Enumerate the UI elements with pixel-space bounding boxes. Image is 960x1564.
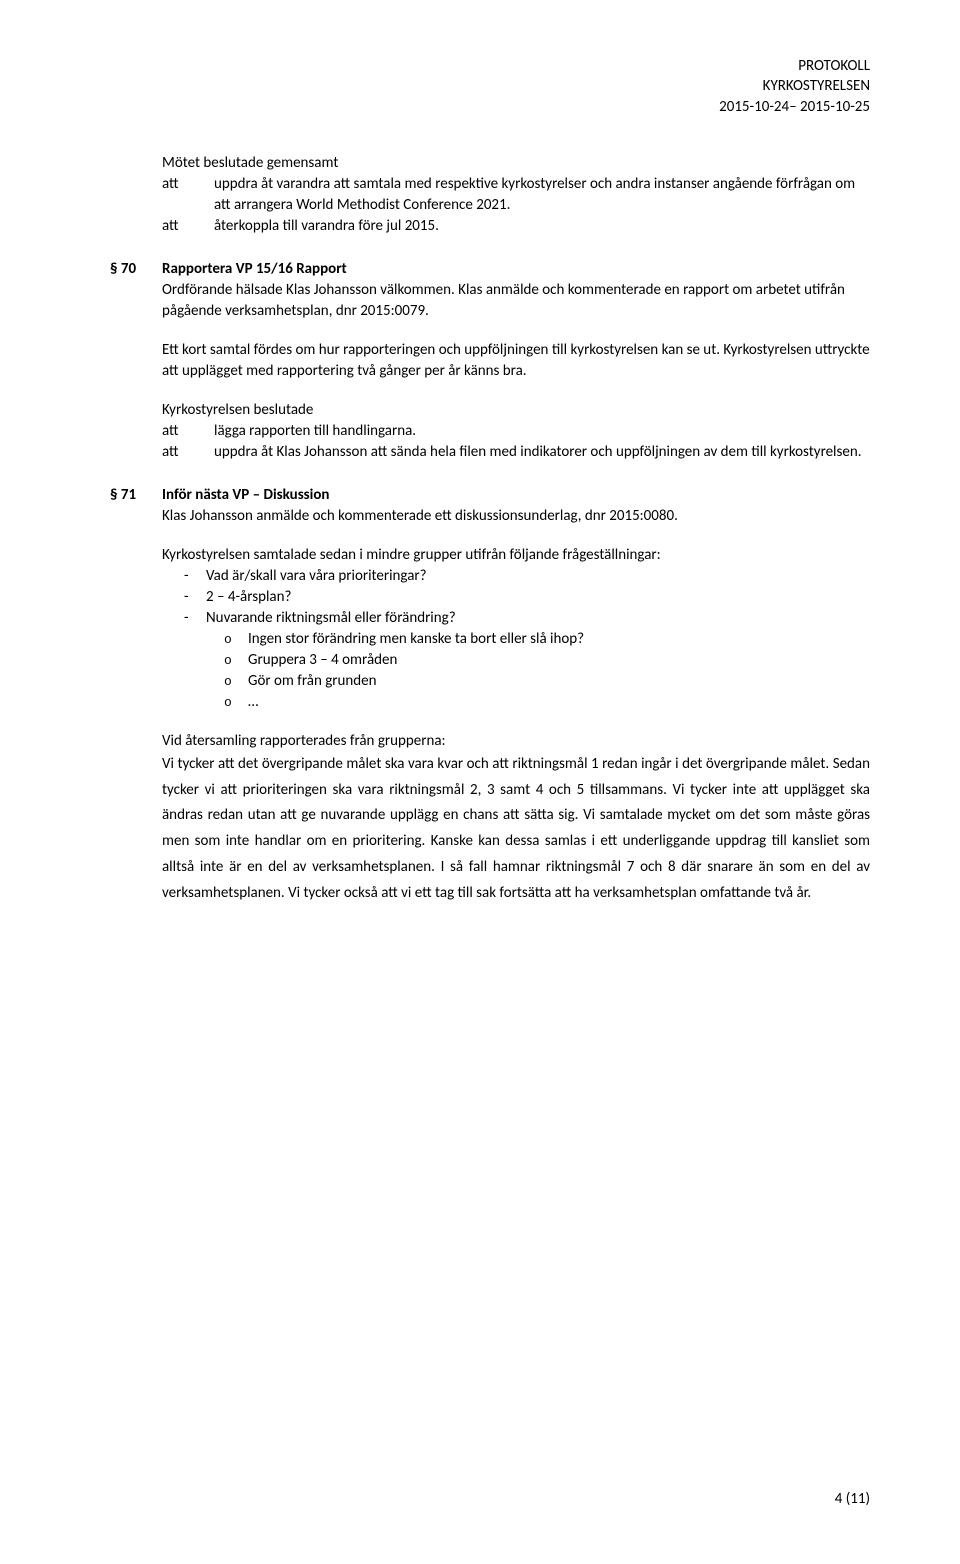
section-title: Inför nästa VP – Diskussion <box>162 485 870 506</box>
section-number: § 70 <box>110 259 162 280</box>
section-70-p2: Ett kort samtal fördes om hur rapporteri… <box>162 340 870 382</box>
bullet-text: Vad är/skall vara våra prioriteringar? <box>206 566 870 587</box>
header-line-3: 2015-10-24– 2015-10-25 <box>110 97 870 117</box>
att-label: att <box>162 442 214 463</box>
dash-icon: - <box>184 587 206 608</box>
circle-icon: o <box>224 671 248 691</box>
att-label: att <box>162 421 214 442</box>
att-text: uppdra åt Klas Johansson att sända hela … <box>214 442 870 463</box>
sub-bullet-item: o … <box>224 692 870 713</box>
att-label: att <box>162 174 214 195</box>
section-71-lead: Kyrkostyrelsen samtalade sedan i mindre … <box>162 545 870 566</box>
section-70-p1: Ordförande hälsade Klas Johansson välkom… <box>162 280 870 322</box>
intro-title: Mötet beslutade gemensamt <box>162 153 870 174</box>
bullet-item: - Vad är/skall vara våra prioriteringar? <box>184 566 870 587</box>
sub-bullet-text: … <box>248 692 870 713</box>
sub-bullet-item: o Gruppera 3 – 4 områden <box>224 650 870 671</box>
sub-bullet-item: o Ingen stor förändring men kanske ta bo… <box>224 629 870 650</box>
bullet-text: Nuvarande riktningsmål eller förändring? <box>206 608 870 629</box>
sub-bullet-text: Gruppera 3 – 4 områden <box>248 650 870 671</box>
circle-icon: o <box>224 650 248 670</box>
circle-icon: o <box>224 629 248 649</box>
header-line-2: KYRKOSTYRELSEN <box>110 76 870 96</box>
section-71: § 71 Inför nästa VP – Diskussion Klas Jo… <box>110 485 870 907</box>
intro-row: att uppdra åt varandra att samtala med r… <box>162 174 870 216</box>
bullet-item: - Nuvarande riktningsmål eller förändrin… <box>184 608 870 629</box>
att-label: att <box>162 216 214 237</box>
dash-icon: - <box>184 566 206 587</box>
sub-bullet-list: o Ingen stor förändring men kanske ta bo… <box>224 629 870 713</box>
section-70-rows: att lägga rapporten till handlingarna. a… <box>162 421 870 463</box>
att-text: återkoppla till varandra före jul 2015. <box>214 216 870 237</box>
regroup-body: Vi tycker att det övergripande målet ska… <box>162 752 870 907</box>
bullet-item: - 2 – 4-årsplan? <box>184 587 870 608</box>
section-heading: § 71 Inför nästa VP – Diskussion <box>110 485 870 506</box>
intro-section: Mötet beslutade gemensamt att uppdra åt … <box>110 153 870 237</box>
dash-icon: - <box>184 608 206 629</box>
page-number: 4 (11) <box>835 1490 870 1508</box>
bullet-list: - Vad är/skall vara våra prioriteringar?… <box>184 566 870 713</box>
decision-row: att uppdra åt Klas Johansson att sända h… <box>162 442 870 463</box>
header-line-1: PROTOKOLL <box>110 56 870 76</box>
section-number: § 71 <box>110 485 162 506</box>
document-header: PROTOKOLL KYRKOSTYRELSEN 2015-10-24– 201… <box>110 56 870 117</box>
section-heading: § 70 Rapportera VP 15/16 Rapport <box>110 259 870 280</box>
section-71-p1: Klas Johansson anmälde och kommenterade … <box>162 506 870 527</box>
att-text: uppdra åt varandra att samtala med respe… <box>214 174 870 216</box>
circle-icon: o <box>224 692 248 712</box>
bullet-text: 2 – 4-årsplan? <box>206 587 870 608</box>
section-title: Rapportera VP 15/16 Rapport <box>162 259 870 280</box>
regroup-lead: Vid återsamling rapporterades från grupp… <box>162 731 870 752</box>
att-text: lägga rapporten till handlingarna. <box>214 421 870 442</box>
intro-row: att återkoppla till varandra före jul 20… <box>162 216 870 237</box>
sub-bullet-item: o Gör om från grunden <box>224 671 870 692</box>
section-70: § 70 Rapportera VP 15/16 Rapport Ordföra… <box>110 259 870 463</box>
section-70-decided: Kyrkostyrelsen beslutade <box>162 400 870 421</box>
decision-row: att lägga rapporten till handlingarna. <box>162 421 870 442</box>
sub-bullet-text: Gör om från grunden <box>248 671 870 692</box>
sub-bullet-text: Ingen stor förändring men kanske ta bort… <box>248 629 870 650</box>
intro-rows: att uppdra åt varandra att samtala med r… <box>162 174 870 237</box>
